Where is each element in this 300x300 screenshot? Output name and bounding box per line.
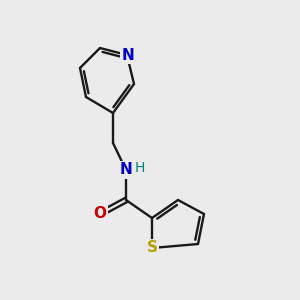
Text: O: O bbox=[94, 206, 106, 221]
Text: N: N bbox=[122, 47, 134, 62]
Text: S: S bbox=[146, 241, 158, 256]
Text: H: H bbox=[135, 161, 145, 175]
Text: N: N bbox=[120, 163, 132, 178]
